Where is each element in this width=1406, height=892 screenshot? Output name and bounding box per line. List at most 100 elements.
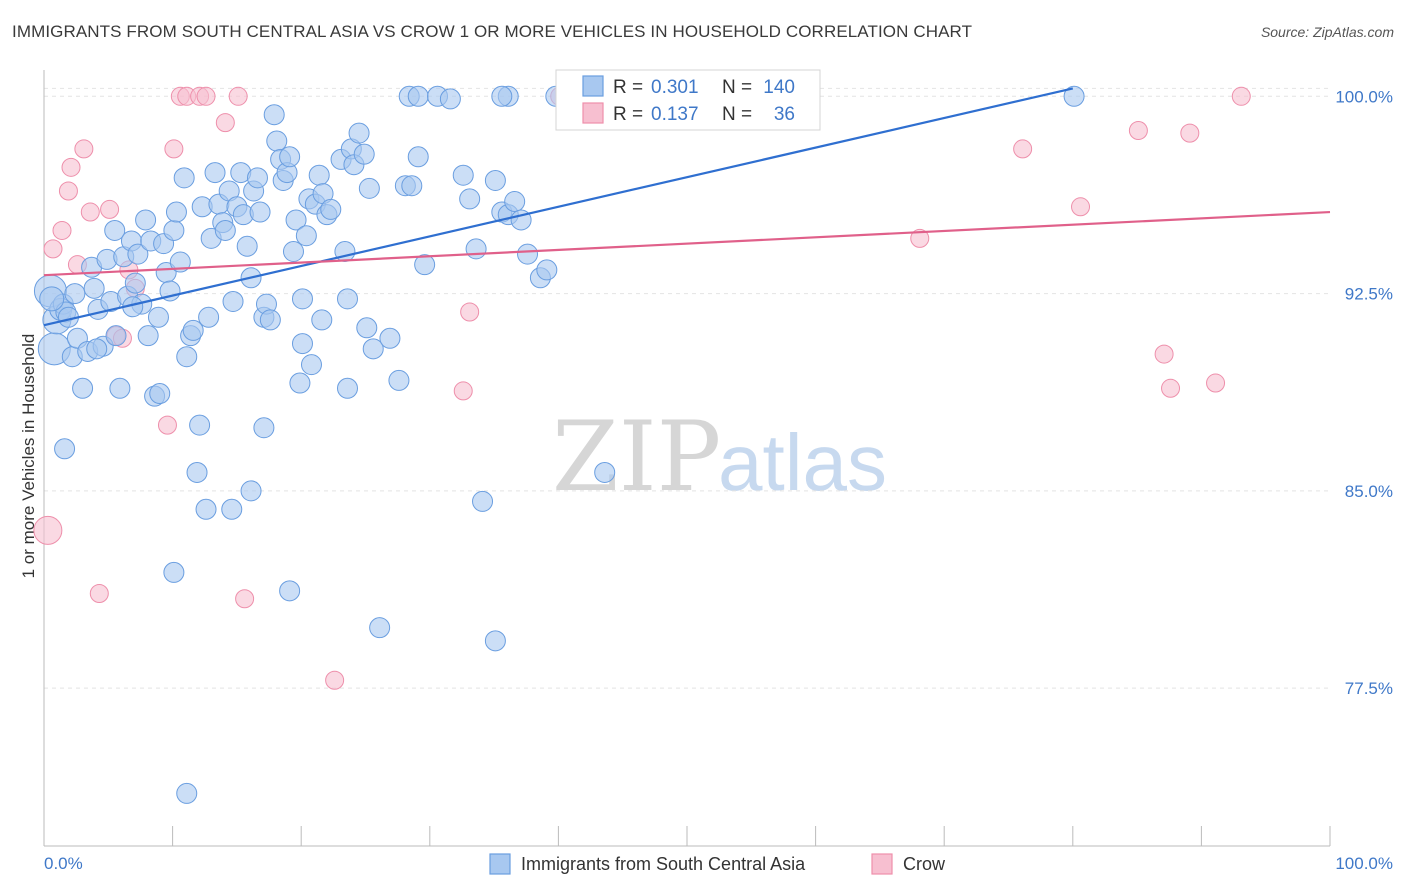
south-central-asia-point (127, 243, 149, 265)
crow-point (1154, 344, 1174, 364)
legend-n-label-1: N = (722, 77, 752, 98)
legend-r-value-1: 0.301 (651, 77, 699, 98)
south-central-asia-point (124, 272, 146, 294)
watermark-atlas: atlas (718, 418, 887, 507)
crow-point (235, 589, 255, 609)
south-central-asia-point (484, 630, 506, 652)
x-tick-label-min: 0.0% (44, 854, 83, 873)
south-central-asia-point (407, 146, 429, 168)
south-central-asia-point (320, 198, 342, 220)
crow-point (1161, 378, 1181, 398)
south-central-asia-point (484, 169, 506, 191)
series-crow-points (33, 86, 1251, 690)
legend-swatch-pink (582, 102, 604, 124)
south-central-asia-point (221, 498, 243, 520)
legend-r-value-2: 0.137 (651, 104, 699, 125)
south-central-asia-point (300, 354, 322, 376)
south-central-asia-point (259, 309, 281, 331)
crow-point (58, 181, 78, 201)
y-tick-label: 85.0% (1345, 482, 1393, 501)
south-central-asia-point (439, 88, 461, 110)
y-tick-labels: 100.0% 92.5% 85.0% 77.5% (1335, 87, 1393, 698)
south-central-asia-point (407, 85, 429, 107)
south-central-asia-point (86, 338, 108, 360)
crow-point (325, 670, 345, 690)
x-axis-ticks (43, 826, 1331, 846)
south-central-asia-point (291, 288, 313, 310)
south-central-asia-point (72, 377, 94, 399)
crow-point (1071, 197, 1091, 217)
south-central-asia-point (1063, 85, 1085, 107)
source-credit: Source: ZipAtlas.com (1260, 24, 1394, 40)
south-central-asia-point (195, 498, 217, 520)
south-central-asia-point (240, 480, 262, 502)
legend-n-value-1: 140 (763, 77, 795, 98)
south-central-asia-point (176, 782, 198, 804)
south-central-asia-point (109, 377, 131, 399)
crow-point (61, 157, 81, 177)
south-central-asia-point (54, 438, 76, 460)
south-central-asia-point (295, 225, 317, 247)
south-central-asia-point (401, 175, 423, 197)
south-central-asia-point (282, 241, 304, 263)
south-central-asia-point (186, 461, 208, 483)
south-central-asia-point (414, 254, 436, 276)
south-central-asia-point (39, 286, 65, 312)
south-central-asia-point (246, 167, 268, 189)
series-legend-swatch-blue (489, 853, 511, 875)
south-central-asia-point (311, 309, 333, 331)
south-central-asia-point (105, 325, 127, 347)
crow-point (52, 220, 72, 240)
legend-n-label-2: N = (722, 104, 752, 125)
south-central-asia-point (104, 219, 126, 241)
south-central-asia-point (169, 251, 191, 273)
south-central-asia-point (222, 290, 244, 312)
legend-r-label-1: R = (613, 77, 643, 98)
south-central-asia-point (204, 162, 226, 184)
series-legend-label-blue: Immigrants from South Central Asia (521, 854, 806, 874)
crow-point (228, 86, 248, 106)
legend-n-value-2: 36 (774, 104, 795, 125)
south-central-asia-point (163, 561, 185, 583)
series-legend-label-pink: Crow (903, 854, 946, 874)
watermark-zip: ZIP (552, 401, 721, 513)
crow-point (1231, 86, 1251, 106)
watermark: ZIP atlas (552, 401, 887, 513)
south-central-asia-point (236, 235, 258, 257)
crow-point (1180, 123, 1200, 143)
south-central-asia-point (135, 209, 157, 231)
south-central-asia-point (173, 167, 195, 189)
south-central-asia-point (279, 580, 301, 602)
south-central-asia-point (253, 417, 275, 439)
south-central-asia-point (472, 490, 494, 512)
south-central-asia-point (279, 146, 301, 168)
crow-point (453, 381, 473, 401)
crow-point (196, 86, 216, 106)
south-central-asia-point (459, 188, 481, 210)
south-central-asia-point (336, 288, 358, 310)
south-central-asia-point (452, 164, 474, 186)
south-central-asia-point (163, 219, 185, 241)
y-tick-label: 100.0% (1335, 87, 1393, 106)
trend-line-crow (43, 210, 1331, 277)
south-central-asia-point (362, 338, 384, 360)
crow-point (460, 302, 480, 322)
y-tick-label: 92.5% (1345, 285, 1393, 304)
south-central-asia-point (214, 219, 236, 241)
south-central-asia-point (353, 143, 375, 165)
series-legend-swatch-pink (871, 853, 893, 875)
crow-point (164, 139, 184, 159)
crow-point (80, 202, 100, 222)
south-central-asia-point (198, 306, 220, 328)
stats-legend: R = 0.301 N = 140 R = 0.137 N = 36 (555, 69, 821, 131)
south-central-asia-point (149, 383, 171, 405)
south-central-asia-point (289, 372, 311, 394)
crow-point (215, 113, 235, 133)
south-central-asia-point (356, 317, 378, 339)
south-central-asia-point (83, 277, 105, 299)
crow-point (89, 583, 109, 603)
south-central-asia-point (165, 201, 187, 223)
south-central-asia-point (137, 325, 159, 347)
crow-point (100, 199, 120, 219)
